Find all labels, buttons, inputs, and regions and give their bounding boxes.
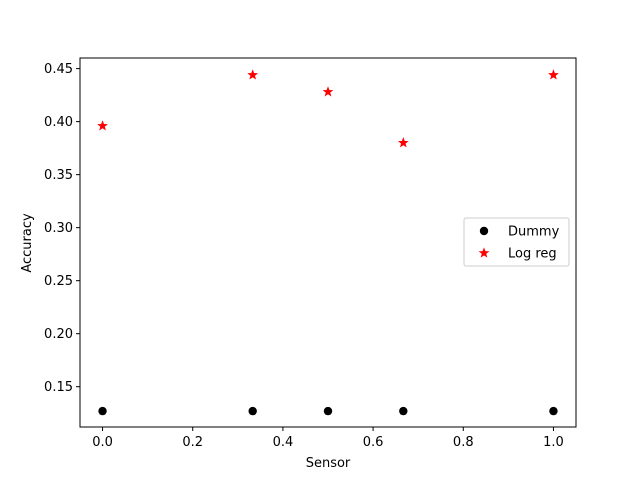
x-tick-label: 0.6 (363, 435, 384, 450)
legend-label-dummy: Dummy (508, 225, 560, 240)
y-tick-label: 0.35 (44, 168, 73, 183)
legend-marker-dummy (479, 226, 489, 236)
y-tick-label: 0.30 (44, 221, 73, 236)
point-log-reg (548, 69, 559, 80)
x-axis-label: Sensor (306, 456, 351, 471)
point-log-reg (97, 120, 108, 131)
x-tick-label: 0.2 (182, 435, 203, 450)
point-log-reg (247, 69, 259, 80)
point-log-reg (322, 86, 334, 97)
y-tick-label: 0.20 (44, 327, 73, 342)
legend-label-log-reg: Log reg (508, 247, 557, 262)
plot-area (79, 57, 577, 428)
point-dummy (98, 406, 107, 416)
legend-box (463, 217, 570, 267)
x-tick-label: 0.0 (92, 435, 113, 450)
plot-frame (79, 57, 577, 428)
y-tick-label: 0.25 (44, 274, 73, 289)
x-tick-label: 1.0 (543, 435, 564, 450)
y-tick-label: 0.40 (44, 115, 73, 130)
data-marks (97, 69, 559, 416)
point-dummy (248, 406, 257, 416)
y-axis-label: Accuracy (20, 213, 35, 273)
point-dummy (399, 406, 408, 416)
y-tick-label: 0.45 (44, 62, 73, 77)
point-log-reg (397, 137, 409, 148)
axis-ticks: 0.0 0.2 0.4 0.6 0.8 1.0 0.15 0.20 0.25 0.30 0.35 0.… (44, 62, 564, 450)
legend: Dummy Log reg (463, 217, 570, 267)
x-tick-label: 0.4 (273, 435, 294, 450)
point-dummy (549, 406, 558, 416)
point-dummy (323, 406, 333, 416)
x-tick-label: 0.8 (453, 435, 474, 450)
legend-marker-log-reg (478, 247, 490, 258)
y-tick-label: 0.15 (44, 380, 73, 395)
